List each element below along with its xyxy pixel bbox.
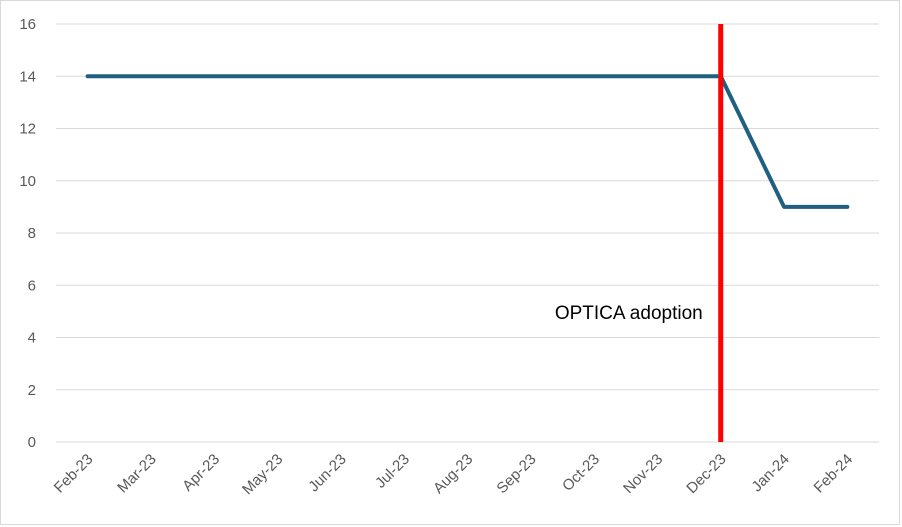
y-axis-tick-labels: 0 2 4 6 8 10 12 14 16 [19,16,36,451]
x-tick-label: Sep-23 [493,451,539,497]
x-tick-label: Feb-24 [811,451,857,497]
x-tick-label: Oct-23 [559,451,603,495]
y-tick-label: 16 [19,16,36,33]
y-tick-label: 6 [28,277,36,294]
x-tick-label: Jul-23 [372,451,413,492]
x-tick-label: Jun-23 [305,451,349,495]
y-tick-label: 10 [19,173,36,190]
gridlines [56,23,879,443]
annotation-label: OPTICA adoption [555,303,703,324]
series-line [85,74,850,209]
x-tick-label: Apr-23 [179,451,223,495]
y-tick-label: 8 [28,225,36,242]
series-lines [85,74,850,209]
y-tick-label: 12 [19,121,36,138]
y-tick-label: 4 [28,330,36,347]
x-tick-label: Jan-24 [748,451,792,495]
x-tick-label: May-23 [239,451,286,498]
x-tick-label: Dec-23 [683,451,729,497]
x-tick-label: Feb-23 [51,451,97,497]
x-tick-label: Aug-23 [430,451,476,497]
annotation: OPTICA adoption [555,24,724,442]
x-tick-label: Nov-23 [620,451,666,497]
x-tick-label: Mar-23 [114,451,160,497]
x-axis-tick-labels: Feb-23 Mar-23 Apr-23 May-23 Jun-23 Jul-23 Aug-… [51,451,856,498]
y-tick-label: 2 [28,382,36,399]
y-tick-label: 14 [19,68,36,85]
y-tick-label: 0 [28,434,36,451]
